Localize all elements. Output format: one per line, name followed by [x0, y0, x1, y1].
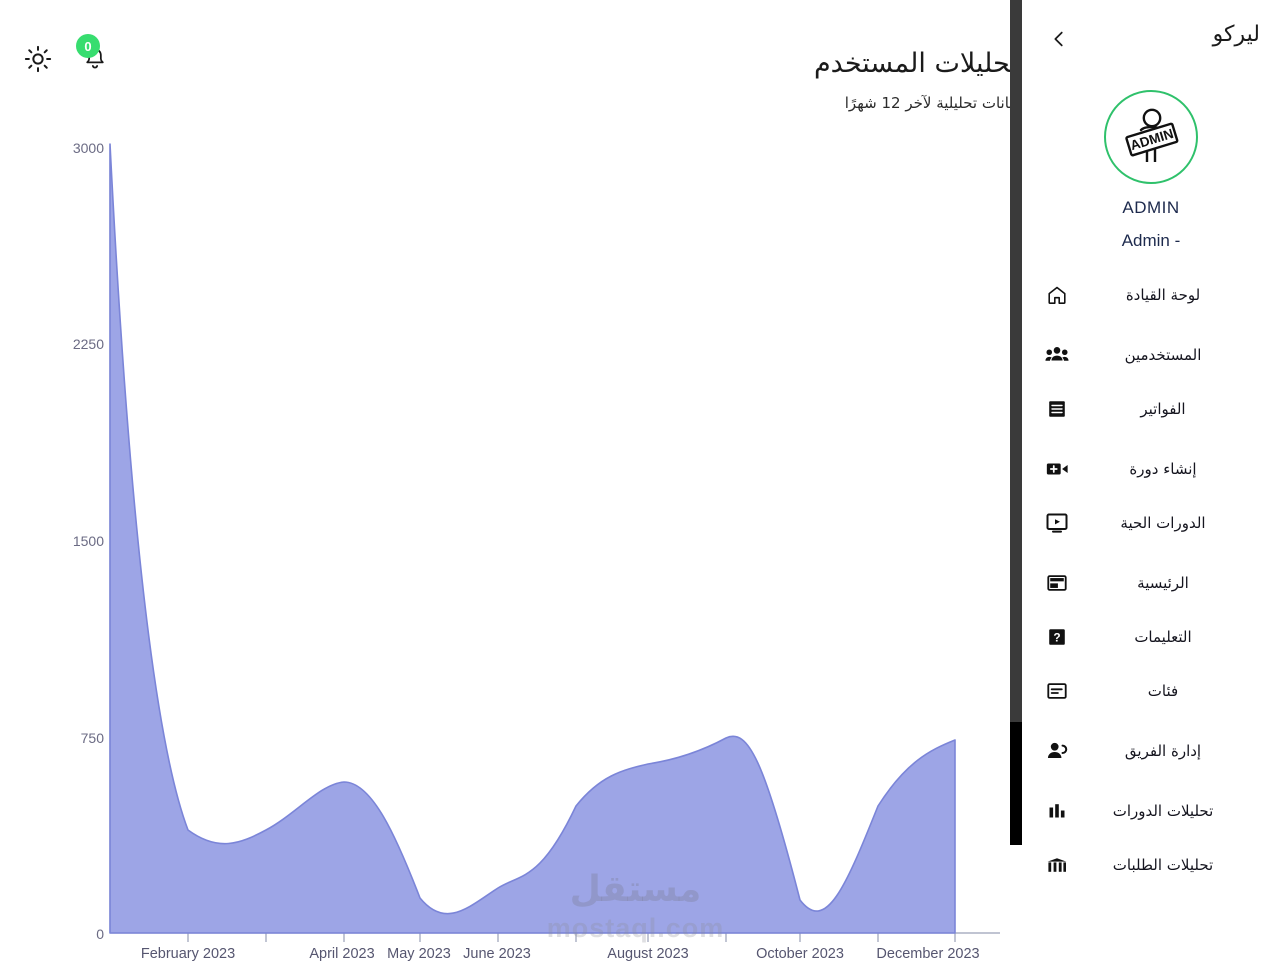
sidebar-item-home[interactable]: الرئيسية	[1040, 563, 1258, 603]
sidebar-header: ليركو	[1022, 0, 1280, 72]
sidebar: ليركو ADMIN ADMIN	[1022, 0, 1280, 964]
sidebar-item-label: الدورات الحية	[1120, 514, 1206, 532]
sidebar-item-label: فئات	[1147, 682, 1179, 700]
profile-role: Admin -	[1121, 231, 1181, 250]
sidebar-item-dashboard[interactable]: لوحة القيادة	[1040, 275, 1258, 315]
sidebar-item-label: المستخدمين	[1124, 346, 1202, 364]
main-content: 0	[0, 34, 1010, 964]
sidebar-item-label: لوحة القيادة	[1125, 286, 1201, 304]
y-tick-1500: 1500	[73, 533, 104, 549]
monument-icon	[1040, 856, 1074, 874]
x-tick-december: December 2023	[876, 946, 979, 962]
sidebar-item-live-courses[interactable]: الدورات الحية	[1040, 503, 1258, 543]
sidebar-collapse-button[interactable]	[1048, 26, 1070, 52]
page-subtitle: بيانات تحليلية لآخر 12 شهرًا	[844, 94, 1010, 113]
sun-icon	[24, 45, 52, 73]
area-series-users	[109, 143, 956, 934]
page-scrollbar-thumb[interactable]	[1010, 722, 1022, 845]
area-chart-svg: 3000 2250 1500 750 0	[73, 140, 1000, 962]
sidebar-item-label: تحليلات الدورات	[1112, 802, 1214, 820]
sidebar-item-team-management[interactable]: إدارة الفريق	[1040, 731, 1258, 771]
chevron-left-icon	[1054, 31, 1063, 47]
help-icon: ?	[1040, 626, 1074, 648]
sidebar-item-label: التعليمات	[1134, 628, 1192, 646]
sidebar-item-course-analytics[interactable]: تحليلات الدورات	[1040, 791, 1258, 831]
topbar-icon-group: 0	[24, 34, 108, 74]
sidebar-item-users[interactable]: المستخدمين	[1040, 335, 1258, 375]
sidebar-item-label: الرئيسية	[1137, 574, 1189, 592]
sidebar-item-instructions[interactable]: ? التعليمات	[1040, 617, 1258, 657]
user-analytics-chart[interactable]: 3000 2250 1500 750 0	[0, 130, 1010, 964]
sidebar-item-label: تحليلات الطلبات	[1112, 856, 1214, 874]
profile-name: ADMIN	[1122, 198, 1180, 217]
sidebar-item-create-course[interactable]: إنشاء دورة	[1040, 449, 1258, 489]
layout-icon	[1040, 573, 1074, 593]
users-icon	[1040, 344, 1074, 366]
sidebar-brand: ليركو	[1212, 22, 1260, 47]
sidebar-item-label: إدارة الفريق	[1124, 742, 1202, 760]
sidebar-item-label: إنشاء دورة	[1129, 460, 1197, 478]
admin-avatar-icon: ADMIN	[1125, 108, 1179, 162]
page-scrollbar-track[interactable]	[1010, 0, 1022, 845]
x-tick-october: October 2023	[756, 946, 844, 962]
page-title: تحليلات المستخدم	[813, 48, 1010, 79]
y-tick-750: 750	[81, 730, 105, 746]
home-icon	[1040, 284, 1074, 306]
bar-chart-icon	[1040, 801, 1074, 821]
y-tick-2250: 2250	[73, 336, 104, 352]
x-tick-may: May 2023	[387, 946, 451, 962]
sidebar-item-label: الفواتير	[1140, 400, 1186, 418]
x-tick-february: February 2023	[141, 946, 235, 962]
sidebar-profile: ADMIN ADMIN Admin -	[1022, 90, 1280, 251]
sidebar-item-order-analytics[interactable]: تحليلات الطلبات	[1040, 845, 1258, 885]
x-axis-labels: February 2023 April 2023 May 2023 June 2…	[141, 946, 980, 962]
notifications-button[interactable]: 0	[76, 34, 108, 74]
y-axis-labels: 3000 2250 1500 750 0	[73, 140, 104, 942]
y-tick-0: 0	[96, 926, 104, 942]
x-tick-april: April 2023	[309, 946, 374, 962]
page-heading: تحليلات المستخدم بيانات تحليلية لآخر 12 …	[498, 48, 1010, 112]
x-tick-august: August 2023	[607, 946, 688, 962]
y-tick-3000: 3000	[73, 140, 104, 156]
sidebar-menu: لوحة القيادة المستخدمين	[1022, 275, 1280, 885]
x-axis-ticks	[187, 933, 956, 942]
receipt-icon	[1040, 398, 1074, 420]
avatar[interactable]: ADMIN	[1104, 90, 1198, 184]
video-plus-icon	[1040, 459, 1074, 479]
x-tick-june: June 2023	[463, 946, 531, 962]
live-play-icon	[1040, 512, 1074, 534]
sidebar-item-categories[interactable]: فئات	[1040, 671, 1258, 711]
team-icon	[1040, 740, 1074, 762]
theme-toggle-button[interactable]	[24, 45, 52, 73]
svg-text:?: ?	[1053, 631, 1060, 645]
notification-count-badge: 0	[76, 34, 100, 58]
category-icon	[1040, 681, 1074, 701]
sidebar-item-invoices[interactable]: الفواتير	[1040, 389, 1258, 429]
